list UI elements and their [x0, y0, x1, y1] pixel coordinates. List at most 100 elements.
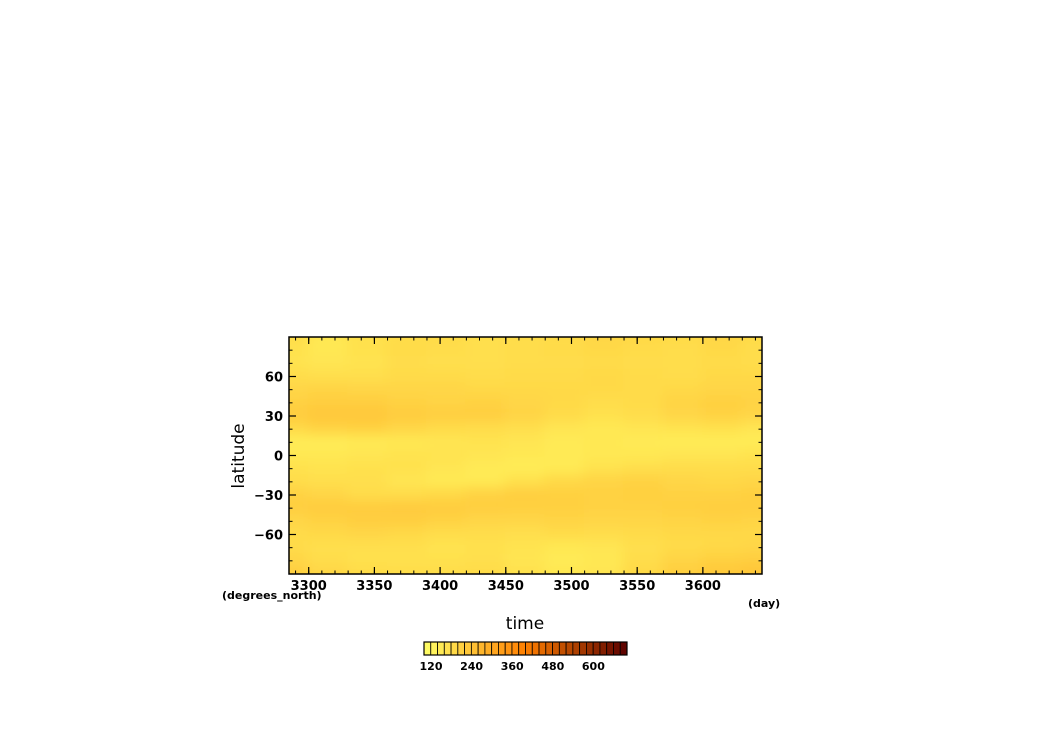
heatmap-cell	[662, 513, 704, 529]
heatmap-cell	[741, 461, 762, 477]
heatmap-cell	[741, 474, 762, 490]
heatmap-cell	[662, 540, 704, 556]
heatmap-cell	[583, 487, 626, 503]
heatmap-cell	[623, 566, 665, 574]
heatmap-cell	[425, 474, 468, 490]
colorbar-swatch	[450, 641, 459, 656]
heatmap-cell	[583, 447, 626, 464]
heatmap-cell	[307, 368, 350, 385]
heatmap-cell	[347, 487, 389, 503]
colorbar-swatch	[565, 641, 574, 656]
heatmap-cell	[289, 382, 310, 398]
heatmap-cell	[544, 553, 586, 569]
heatmap-cell	[583, 342, 626, 358]
heatmap-cell	[347, 553, 389, 569]
heatmap-cell	[544, 408, 586, 424]
heatmap-cell	[701, 461, 744, 477]
heatmap-cell	[425, 540, 468, 556]
colorbar-swatch	[491, 641, 499, 656]
heatmap-cell	[289, 342, 310, 358]
heatmap-cell	[544, 487, 586, 503]
x-axis-title: time	[506, 614, 544, 634]
heatmap-cell	[741, 421, 762, 437]
heatmap-cell	[289, 553, 310, 569]
heatmap-cell	[289, 500, 310, 516]
heatmap-cell	[289, 526, 310, 543]
heatmap-cell	[504, 421, 547, 437]
heatmap-cell	[544, 368, 586, 385]
heatmap-cell	[623, 368, 665, 385]
heatmap-cell	[465, 526, 507, 543]
heatmap-cell	[544, 447, 586, 464]
heatmap-cell	[741, 553, 762, 569]
colorbar-swatch	[504, 641, 513, 656]
heatmap-cell	[662, 421, 704, 437]
heatmap-cell	[544, 461, 586, 477]
heatmap-cell	[347, 500, 389, 516]
heatmap-cell	[307, 421, 350, 437]
heatmap-cell	[504, 526, 547, 543]
heatmap-cell	[504, 355, 547, 371]
heatmap-cell	[465, 461, 507, 477]
heatmap-cell	[289, 566, 310, 574]
heatmap-cell	[701, 408, 744, 424]
heatmap-cell	[623, 421, 665, 437]
heatmap-cell	[386, 355, 428, 371]
heatmap-cell	[347, 526, 389, 543]
heatmap-cell	[347, 513, 389, 529]
colorbar	[423, 641, 628, 656]
heatmap-cell	[623, 553, 665, 569]
heatmap-cell	[662, 434, 704, 450]
heatmap-cell	[504, 382, 547, 398]
heatmap-cell	[386, 513, 428, 529]
heatmap-cell	[465, 421, 507, 437]
heatmap-cell	[701, 487, 744, 503]
colorbar-swatch	[538, 641, 547, 656]
heatmap-cell	[741, 395, 762, 411]
colorbar-swatch	[599, 641, 608, 656]
heatmap-cell	[583, 461, 626, 477]
heatmap-cell	[583, 382, 626, 398]
heatmap-cell	[307, 526, 350, 543]
heatmap-cell	[347, 566, 389, 574]
y-tick-label: −60	[254, 529, 283, 544]
colorbar-swatch	[613, 641, 621, 656]
heatmap-cell	[623, 355, 665, 371]
heatmap-cell	[425, 342, 468, 358]
colorbar-swatch	[606, 641, 614, 656]
heatmap-cell	[544, 342, 586, 358]
heatmap-cell	[623, 395, 665, 411]
heatmap-cell	[544, 421, 586, 437]
heatmap-cell	[583, 500, 626, 516]
heatmap-cell	[662, 447, 704, 464]
colorbar-swatch	[470, 641, 479, 656]
heatmap-cell	[347, 540, 389, 556]
heatmap-cell	[386, 474, 428, 490]
heatmap-cell	[347, 421, 389, 437]
y-tick-label: 30	[265, 410, 283, 425]
heatmap-cell	[504, 368, 547, 385]
heatmap-cell	[307, 461, 350, 477]
heatmap-cell	[425, 461, 468, 477]
heatmap-cell	[504, 461, 547, 477]
heatmap-cell	[583, 368, 626, 385]
x-tick-label: 3350	[356, 579, 392, 594]
heatmap-cell	[465, 368, 507, 385]
heatmap-cell	[425, 382, 468, 398]
heatmap-cell	[544, 434, 586, 450]
heatmap-cell	[425, 487, 468, 503]
heatmap-cell	[623, 342, 665, 358]
x-tick-label: 3450	[488, 579, 524, 594]
heatmap-cell	[465, 355, 507, 371]
heatmap-cell	[386, 487, 428, 503]
colorbar-swatch	[619, 641, 628, 656]
heatmap-cell	[307, 395, 350, 411]
heatmap-cell	[386, 553, 428, 569]
y-axis-title: latitude	[229, 423, 249, 488]
heatmap-cell	[386, 395, 428, 411]
heatmap-cell	[701, 513, 744, 529]
heatmap-cell	[741, 368, 762, 385]
heatmap-cell	[701, 395, 744, 411]
heatmap-cell	[623, 461, 665, 477]
